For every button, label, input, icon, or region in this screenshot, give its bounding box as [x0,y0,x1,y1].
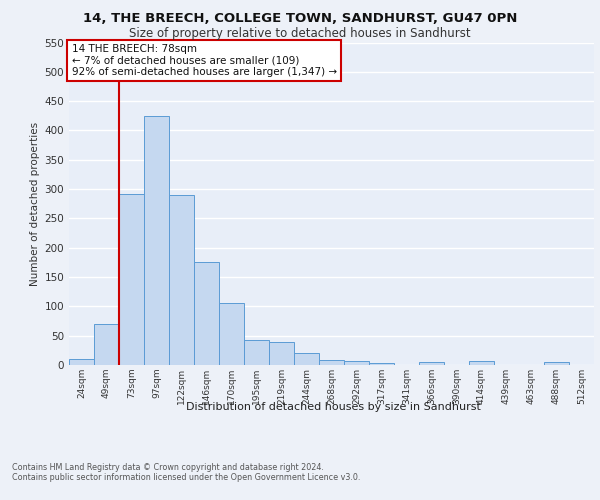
Bar [169,195,194,365]
Bar [369,362,394,365]
Bar [94,324,119,365]
Bar [294,354,319,365]
Bar [119,194,144,365]
Bar [269,342,294,365]
Bar [219,304,244,365]
Bar [319,360,344,365]
Text: 14 THE BREECH: 78sqm
← 7% of detached houses are smaller (109)
92% of semi-detac: 14 THE BREECH: 78sqm ← 7% of detached ho… [71,44,337,78]
Y-axis label: Number of detached properties: Number of detached properties [30,122,40,286]
Text: Size of property relative to detached houses in Sandhurst: Size of property relative to detached ho… [129,28,471,40]
Bar [344,362,369,365]
Bar [144,116,169,365]
Bar [244,340,269,365]
Bar [469,362,494,365]
Bar [194,262,219,365]
Text: Distribution of detached houses by size in Sandhurst: Distribution of detached houses by size … [185,402,481,412]
Text: Contains HM Land Registry data © Crown copyright and database right 2024.
Contai: Contains HM Land Registry data © Crown c… [12,462,361,482]
Bar [69,359,94,365]
Text: 14, THE BREECH, COLLEGE TOWN, SANDHURST, GU47 0PN: 14, THE BREECH, COLLEGE TOWN, SANDHURST,… [83,12,517,26]
Bar [544,362,569,365]
Bar [419,362,444,365]
